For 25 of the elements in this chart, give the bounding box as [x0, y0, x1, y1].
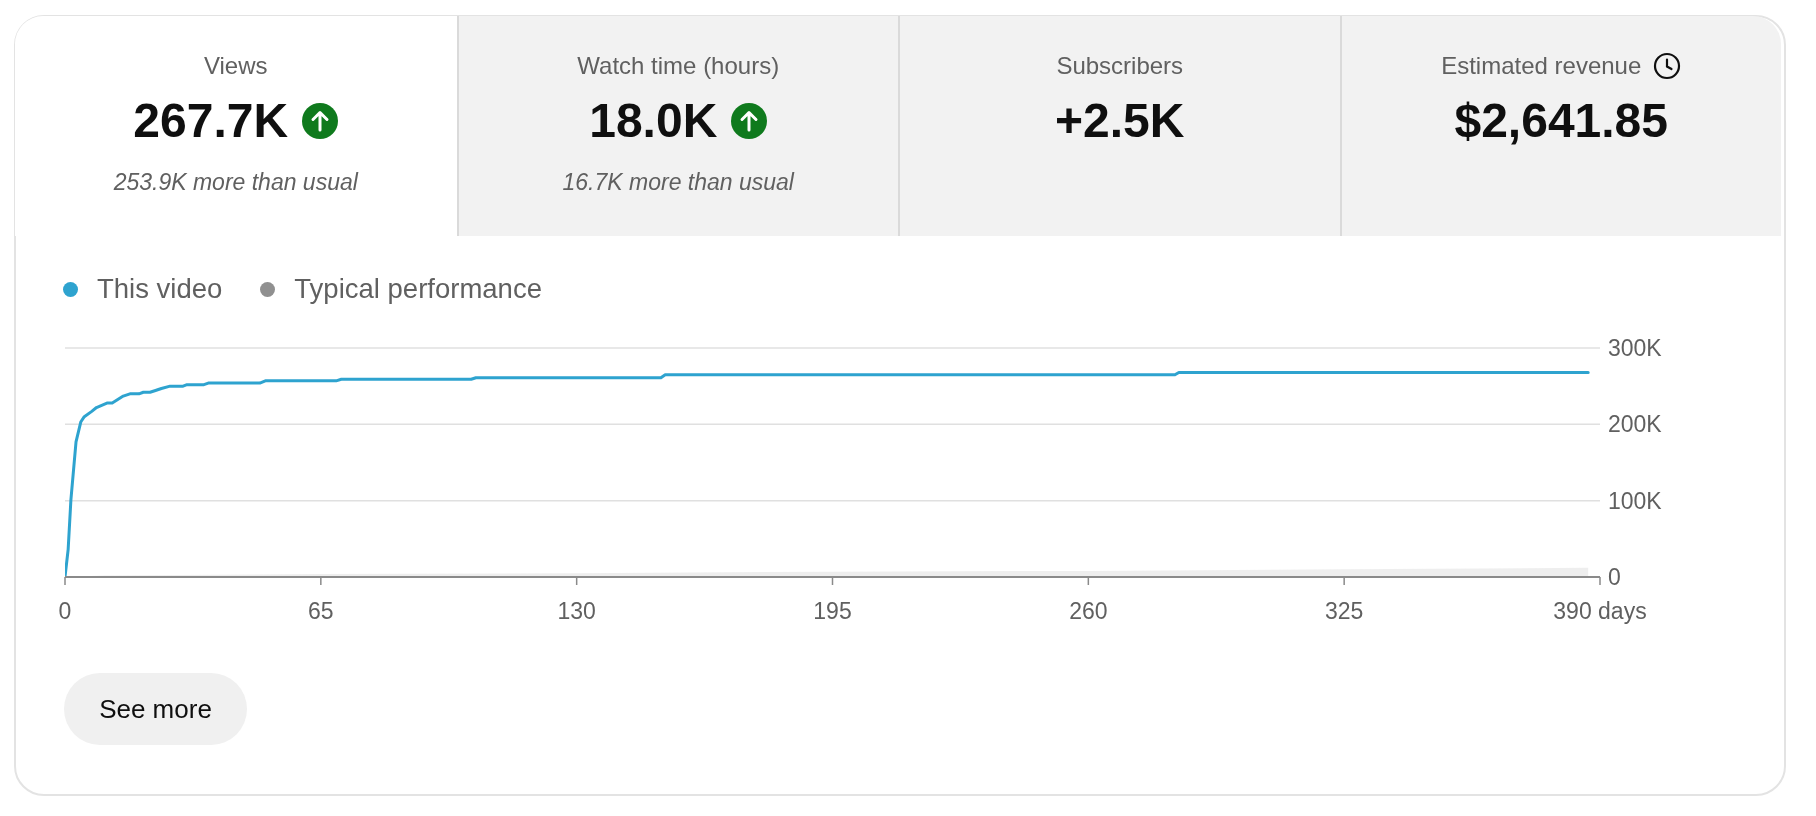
x-tick-label: 325	[1324, 598, 1364, 625]
text: 267.7K	[133, 94, 289, 147]
legend-label: Typical performance	[294, 273, 542, 304]
y-tick-label: 200K	[1608, 411, 1663, 438]
x-tick-label: 260	[1069, 598, 1108, 625]
x-tick-label: 390 days	[1553, 598, 1647, 625]
line-series	[65, 370, 1590, 577]
legend-label: This video	[97, 273, 223, 304]
text: $2,641.85	[1454, 94, 1669, 147]
pill-button: See more	[64, 673, 247, 745]
y-tick-label: 100K	[1608, 487, 1663, 514]
text: 18.0K	[589, 94, 718, 147]
y-tick-label: 0	[1608, 564, 1621, 591]
x-tick-label: 195	[813, 598, 852, 625]
category-label: Subscribers	[1056, 52, 1184, 79]
x-tick-label: 130	[557, 598, 596, 625]
x-tick-label: 65	[308, 598, 334, 625]
text: +2.5K	[1055, 94, 1185, 147]
text: 253.9K more than usual	[113, 169, 358, 195]
text: 16.7K more than usual	[562, 169, 794, 195]
category-label: Watch time (hours)	[577, 52, 780, 79]
category-label: Estimated revenue	[1441, 52, 1642, 79]
category-label: Views	[203, 52, 268, 79]
y-tick-label: 300K	[1608, 335, 1663, 362]
x-tick-label: 0	[58, 598, 72, 625]
